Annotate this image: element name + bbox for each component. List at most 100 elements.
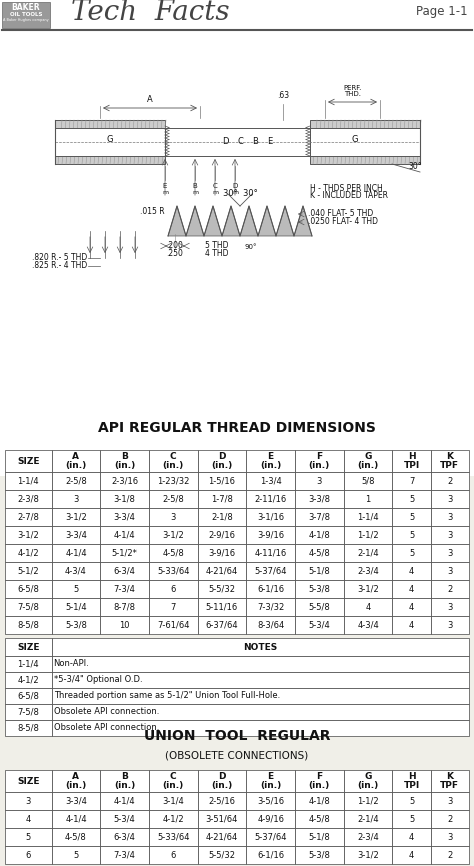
Bar [198,580,246,598]
Bar [392,526,431,544]
Bar [100,450,149,472]
Text: 5-33/64: 5-33/64 [157,566,190,576]
Bar [52,770,100,792]
Text: 7-5/8: 7-5/8 [18,708,39,716]
Bar [246,450,295,472]
Text: 4 THD: 4 THD [205,249,228,258]
Text: B
(in.): B (in.) [114,772,135,791]
Text: 5: 5 [409,513,414,521]
Bar [392,598,431,616]
Text: 4-5/8: 4-5/8 [65,832,87,842]
Text: 3: 3 [447,513,453,521]
Polygon shape [240,206,258,236]
Text: 7-3/4: 7-3/4 [114,585,136,593]
Bar [149,526,198,544]
Bar [431,450,469,472]
Text: 5-1/2: 5-1/2 [18,566,39,576]
Bar [165,128,310,156]
Text: 7-5/8: 7-5/8 [18,603,39,611]
Text: 3: 3 [447,603,453,611]
Bar [5,562,52,580]
Bar [5,846,52,864]
Polygon shape [168,206,186,236]
Bar [431,846,469,864]
Bar [52,490,100,508]
Bar [392,828,431,846]
Bar [52,508,100,526]
Bar [344,580,392,598]
Text: E
(in.): E (in.) [260,772,281,791]
Bar [198,490,246,508]
Text: UNION  TOOL  REGULAR: UNION TOOL REGULAR [144,729,330,743]
Bar [52,810,100,828]
Text: 2-1/4: 2-1/4 [357,548,379,558]
Bar [149,810,198,828]
Bar [246,792,295,810]
Text: 3-1/2: 3-1/2 [65,513,87,521]
Text: 90°: 90° [245,244,257,250]
Bar [5,450,52,472]
Bar [100,580,149,598]
Bar [295,526,344,544]
Bar [198,616,246,634]
Text: 5: 5 [409,797,414,805]
Text: 5-1/8: 5-1/8 [309,566,330,576]
Text: 3: 3 [447,531,453,540]
Bar [344,526,392,544]
Text: 5-1/8: 5-1/8 [309,832,330,842]
Text: 5: 5 [409,494,414,503]
Bar [5,688,52,704]
Text: .0250 FLAT- 4 THD: .0250 FLAT- 4 THD [308,217,378,227]
Bar [198,508,246,526]
Text: 3: 3 [317,476,322,486]
Bar [344,770,392,792]
Bar [431,810,469,828]
Text: 5/8: 5/8 [361,476,375,486]
Text: 3-3/8: 3-3/8 [309,494,330,503]
Text: 6-5/8: 6-5/8 [18,691,39,701]
Text: Threaded portion same as 5-1/2" Union Tool Full-Hole.: Threaded portion same as 5-1/2" Union To… [54,691,280,701]
Bar [431,828,469,846]
Bar [246,490,295,508]
Text: E
(in.): E (in.) [260,452,281,470]
Bar [431,580,469,598]
Bar [52,616,100,634]
Text: 4-11/16: 4-11/16 [255,548,287,558]
Bar [392,562,431,580]
Text: G
(in.): G (in.) [357,452,379,470]
Text: A: A [147,95,153,104]
Polygon shape [222,206,240,236]
Bar [149,562,198,580]
Bar [5,580,52,598]
Text: B: B [252,138,258,146]
Bar [295,828,344,846]
Bar [149,616,198,634]
Text: 1-1/2: 1-1/2 [357,797,379,805]
Text: 4-5/8: 4-5/8 [163,548,184,558]
Bar [295,792,344,810]
Bar [431,544,469,562]
Bar [52,544,100,562]
Bar [344,544,392,562]
Text: B
(in.): B (in.) [114,452,135,470]
Bar [149,828,198,846]
Polygon shape [294,206,312,236]
Bar [5,598,52,616]
Bar [5,490,52,508]
Text: 5: 5 [73,585,79,593]
Text: 2-7/8: 2-7/8 [18,513,39,521]
Bar [52,638,469,656]
Text: 3: 3 [26,797,31,805]
Text: 5-33/64: 5-33/64 [157,832,190,842]
Text: 4-1/4: 4-1/4 [65,815,87,824]
Text: 2-3/4: 2-3/4 [357,566,379,576]
Bar [5,792,52,810]
Text: 5: 5 [409,548,414,558]
Text: 8-5/8: 8-5/8 [18,621,39,630]
Text: 4-5/8: 4-5/8 [309,815,330,824]
Bar [198,598,246,616]
Bar [5,508,52,526]
Bar [344,472,392,490]
Bar [295,544,344,562]
Bar [198,450,246,472]
